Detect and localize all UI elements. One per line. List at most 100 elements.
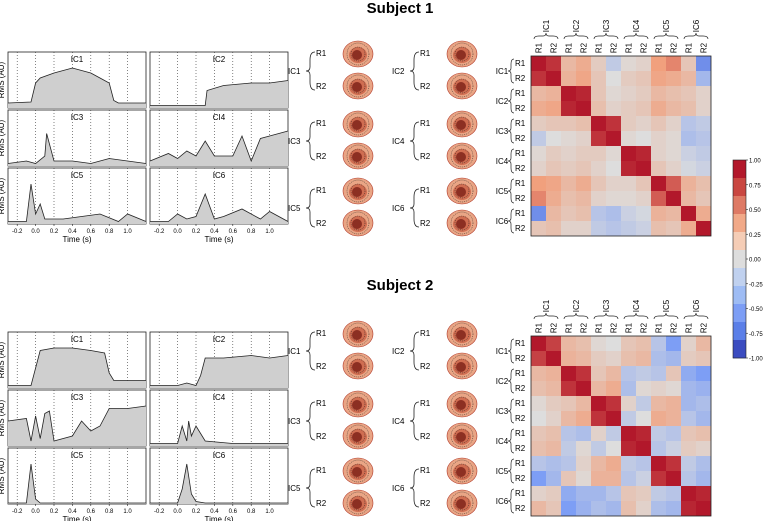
head-r1 <box>342 110 374 138</box>
colorbar-segment <box>733 268 746 287</box>
matrix-cell <box>561 441 576 456</box>
matrix-cell <box>621 441 636 456</box>
matrix-cell <box>666 456 681 471</box>
matrix-row-ic-label: IC1 <box>496 347 509 356</box>
matrix-col-run-label: R2 <box>670 322 679 333</box>
run-label: R2 <box>316 82 327 91</box>
timecourse-ic-label: IC3 <box>71 113 84 122</box>
matrix-cell <box>561 146 576 161</box>
run-label: R1 <box>316 399 327 408</box>
timecourse-line-ic1 <box>8 347 146 386</box>
matrix-cell <box>681 191 696 206</box>
matrix-cell <box>621 71 636 86</box>
matrix-cell <box>621 191 636 206</box>
x-tick-label: 0.0 <box>31 509 40 515</box>
brace <box>409 188 420 228</box>
head-r1 <box>342 177 374 205</box>
matrix-cell <box>681 206 696 221</box>
matrix-row-run-label: R2 <box>515 104 526 113</box>
matrix-cell <box>681 381 696 396</box>
timecourse-ic-label: IC3 <box>71 393 84 402</box>
contour <box>450 392 474 416</box>
contour <box>450 144 474 168</box>
x-tick-label: 0.6 <box>87 229 96 235</box>
matrix-cell <box>591 101 606 116</box>
matrix-cell <box>666 501 681 516</box>
matrix-cell <box>636 176 651 191</box>
matrix-cell <box>651 366 666 381</box>
run-label: R2 <box>420 362 431 371</box>
matrix-col-ic-label: IC2 <box>572 19 581 32</box>
matrix-cell <box>696 411 711 426</box>
matrix-cell <box>666 351 681 366</box>
brace <box>305 121 316 161</box>
matrix-cell <box>561 161 576 176</box>
activation-core <box>352 152 362 162</box>
matrix-col-ic-label: IC6 <box>692 299 701 312</box>
contour <box>450 211 474 235</box>
matrix-cell <box>591 191 606 206</box>
matrix-cell <box>561 191 576 206</box>
matrix-col-brace <box>593 312 619 320</box>
contour <box>350 358 366 374</box>
timecourse-area-ic6 <box>150 464 288 504</box>
matrix-cell <box>531 486 546 501</box>
contour <box>454 358 470 374</box>
matrix-cell <box>636 206 651 221</box>
matrix-col-brace <box>623 312 649 320</box>
contour <box>450 424 474 448</box>
matrix-cell <box>681 471 696 486</box>
matrix-cell <box>606 381 621 396</box>
activation-core <box>352 120 362 130</box>
activation-core <box>456 330 466 340</box>
activation-core <box>456 187 466 197</box>
matrix-cell <box>636 426 651 441</box>
matrix-cell <box>576 486 591 501</box>
activation-core <box>456 499 466 509</box>
matrix-cell <box>651 161 666 176</box>
matrix-cell <box>576 366 591 381</box>
matrix-cell <box>546 351 561 366</box>
matrix-cell <box>636 116 651 131</box>
matrix-col-run-label: R2 <box>610 42 619 53</box>
brace <box>305 401 316 441</box>
matrix-col-run-label: R2 <box>640 322 649 333</box>
matrix-cell <box>546 486 561 501</box>
matrix-cell <box>621 56 636 71</box>
colorbar-segment <box>733 178 746 197</box>
activation-core <box>352 362 362 372</box>
activation-core <box>456 82 466 92</box>
matrix-cell <box>606 176 621 191</box>
x-tick-label: 1.0 <box>265 509 274 515</box>
matrix-cell <box>621 161 636 176</box>
activation-core <box>352 400 362 410</box>
matrix-cell <box>591 336 606 351</box>
matrix-cell <box>681 396 696 411</box>
matrix-cell <box>621 86 636 101</box>
matrix-cell <box>681 86 696 101</box>
matrix-col-ic-label: IC2 <box>572 299 581 312</box>
matrix-cell <box>696 131 711 146</box>
matrix-cell <box>651 206 666 221</box>
contour <box>454 46 470 62</box>
contour <box>350 148 366 164</box>
matrix-cell <box>591 441 606 456</box>
matrix-col-ic-label: IC4 <box>632 299 641 312</box>
head-r2 <box>446 422 478 450</box>
head-r2 <box>446 72 478 100</box>
head-r2 <box>446 489 478 517</box>
matrix-cell <box>591 146 606 161</box>
matrix-cell <box>651 131 666 146</box>
matrix-cell <box>651 501 666 516</box>
head-r2 <box>342 422 374 450</box>
matrix-cell <box>531 161 546 176</box>
x-tick-label: 1.0 <box>123 229 132 235</box>
matrix-cell <box>531 86 546 101</box>
contour <box>450 42 474 66</box>
matrix-cell <box>591 131 606 146</box>
run-label: R1 <box>420 186 431 195</box>
matrix-cell <box>636 161 651 176</box>
activation-core <box>352 330 362 340</box>
timecourse-ic-label: IC2 <box>213 335 226 344</box>
contour <box>346 42 370 66</box>
